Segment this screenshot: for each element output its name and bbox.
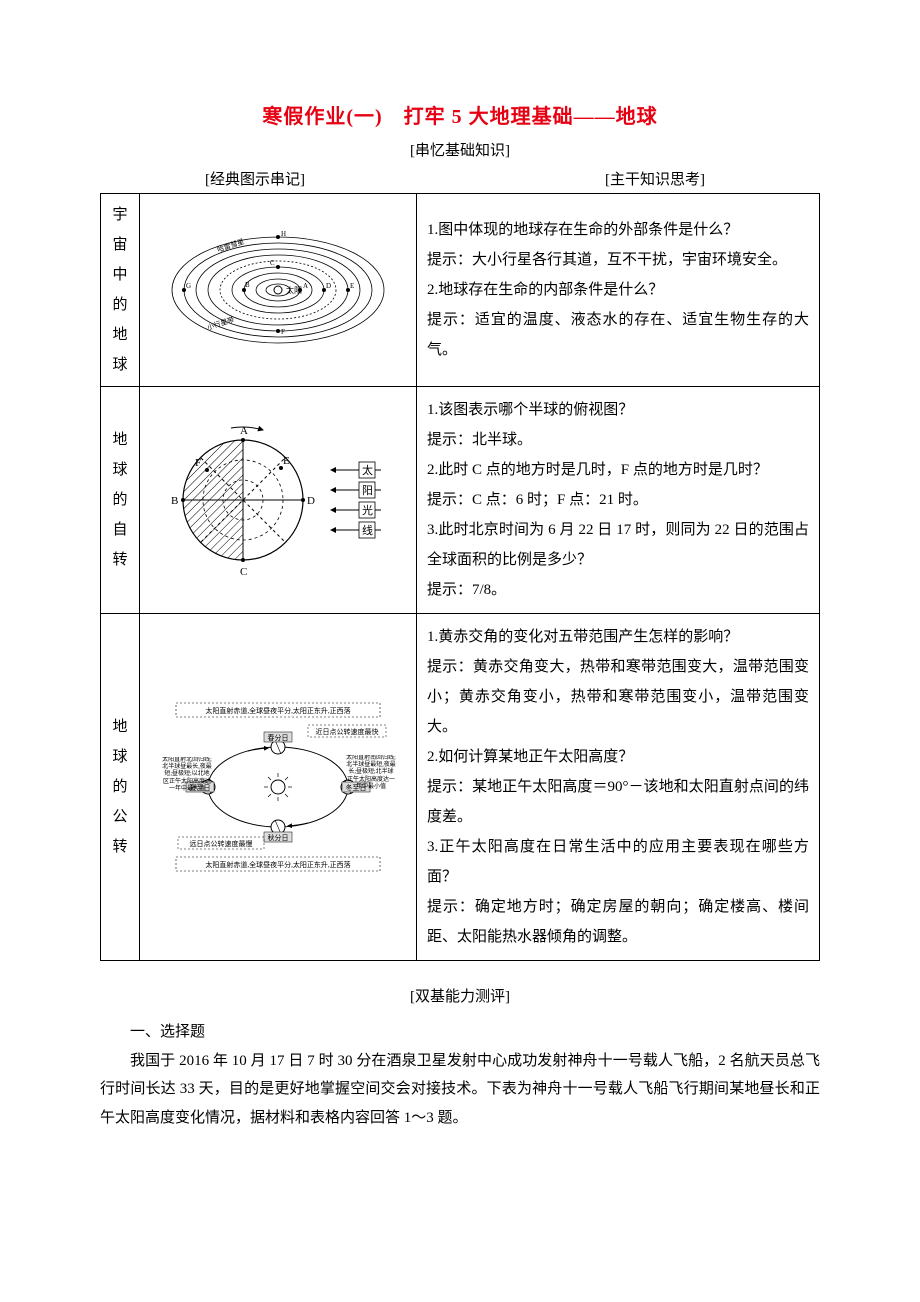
row-head-universe: 宇 宙 中 的 地 球 (101, 194, 140, 387)
svg-text:H: H (281, 230, 286, 238)
svg-text:秋分日: 秋分日 (268, 833, 289, 842)
qa-line: 提示：某地正午太阳高度＝90°－该地和太阳直射点间的纬度差。 (427, 772, 809, 832)
qa-line: 3.正午太阳高度在日常生活中的应用主要表现在哪些方面？ (427, 832, 809, 892)
qa-line: 1.黄赤交角的变化对五带范围产生怎样的影响？ (427, 622, 809, 652)
svg-text:C: C (240, 566, 247, 578)
qa-line: 提示：适宜的温度、液态水的存在、适宜生物生存的大气。 (427, 305, 809, 365)
body-text: 一、选择题 我国于 2016 年 10 月 17 日 7 时 30 分在酒泉卫星… (100, 1018, 820, 1132)
qa-line: 1.图中体现的地球存在生命的外部条件是什么？ (427, 215, 809, 245)
column-headers: [经典图示串记] [主干知识思考] (100, 168, 820, 189)
svg-text:G: G (186, 282, 191, 290)
qa-rotation: 1.该图表示哪个半球的俯视图？ 提示：北半球。 2.此时 C 点的地方时是几时，… (417, 387, 820, 614)
svg-text:远日点公转速度最慢: 远日点公转速度最慢 (190, 839, 253, 848)
svg-text:A: A (303, 282, 308, 290)
qa-line: 提示：C 点：6 时；F 点：21 时。 (427, 485, 809, 515)
figure-rotation: A B C D E F (140, 387, 417, 614)
svg-text:F: F (195, 457, 201, 469)
svg-text:E: E (350, 282, 354, 290)
svg-text:哈雷彗星: 哈雷彗星 (216, 237, 245, 254)
qa-line: 1.该图表示哪个半球的俯视图？ (427, 395, 809, 425)
qa-line: 2.地球存在生命的内部条件是什么？ (427, 275, 809, 305)
qa-line: 2.如何计算某地正午太阳高度？ (427, 742, 809, 772)
svg-text:近日点公转速度最快: 近日点公转速度最快 (316, 727, 379, 736)
table-row: 地 球 的 自 转 (101, 387, 820, 614)
col-right-header: [主干知识思考] (410, 168, 820, 189)
svg-text:春分日: 春分日 (268, 733, 289, 742)
svg-text:太阳直射赤道,全球昼夜平分,太阳正东升,正西落: 太阳直射赤道,全球昼夜平分,太阳正东升,正西落 (205, 706, 350, 715)
qa-line: 提示：确定地方时；确定房屋的朝向；确定楼高、楼间距、太阳能热水器倾角的调整。 (427, 892, 809, 952)
table-row: 宇 宙 中 的 地 球 (101, 194, 820, 387)
section-heading: 一、选择题 (100, 1018, 820, 1047)
figure-solar-system: 太阳 A B C D E F G H 哈雷彗星 小行星带 (140, 194, 417, 387)
svg-text:阳: 阳 (362, 484, 373, 497)
svg-text:C: C (270, 259, 275, 267)
row-head-rotation: 地 球 的 自 转 (101, 387, 140, 614)
qa-line: 3.此时北京时间为 6 月 22 日 17 时，则同为 22 日的范围占全球面积… (427, 515, 809, 575)
svg-text:线: 线 (362, 523, 373, 537)
assessment-label: [双基能力测评] (100, 985, 820, 1006)
passage-text: 我国于 2016 年 10 月 17 日 7 时 30 分在酒泉卫星发射中心成功… (100, 1047, 820, 1133)
qa-line: 提示：大小行星各行其道，互不干扰，宇宙环境安全。 (427, 245, 809, 275)
qa-line: 提示：7/8。 (427, 575, 809, 605)
table-row: 地 球 的 公 转 太阳直射赤道,全球昼夜平分,太阳正东升,正西落 (101, 614, 820, 961)
review-label: [串忆基础知识] (100, 139, 820, 160)
svg-text:F: F (281, 328, 285, 336)
figure-revolution: 太阳直射赤道,全球昼夜平分,太阳正东升,正西落 太阳直射赤道,全球昼夜平分,太阳… (140, 614, 417, 961)
qa-universe: 1.图中体现的地球存在生命的外部条件是什么？ 提示：大小行星各行其道，互不干扰，… (417, 194, 820, 387)
svg-text:E: E (283, 455, 290, 467)
page: 寒假作业(一) 打牢 5 大地理基础——地球 [串忆基础知识] [经典图示串记]… (0, 0, 920, 1192)
col-left-header: [经典图示串记] (100, 168, 410, 189)
content-table: 宇 宙 中 的 地 球 (100, 193, 820, 961)
svg-text:光: 光 (362, 503, 373, 517)
svg-text:小行星带: 小行星带 (206, 315, 235, 332)
svg-text:太阳直射赤道,全球昼夜平分,太阳正东升,正西落: 太阳直射赤道,全球昼夜平分,太阳正东升,正西落 (205, 860, 350, 869)
svg-text:D: D (326, 282, 331, 290)
qa-line: 提示：北半球。 (427, 425, 809, 455)
svg-text:D: D (307, 495, 315, 507)
qa-line: 提示：黄赤交角变大，热带和寒带范围变大，温带范围变小；黄赤交角变小，热带和寒带范… (427, 652, 809, 742)
svg-text:B: B (245, 281, 250, 289)
svg-text:太: 太 (362, 464, 373, 477)
qa-revolution: 1.黄赤交角的变化对五带范围产生怎样的影响？ 提示：黄赤交角变大，热带和寒带范围… (417, 614, 820, 961)
svg-text:B: B (171, 495, 178, 507)
page-title: 寒假作业(一) 打牢 5 大地理基础——地球 (100, 100, 820, 129)
qa-line: 2.此时 C 点的地方时是几时，F 点的地方时是几时？ (427, 455, 809, 485)
row-head-revolution: 地 球 的 公 转 (101, 614, 140, 961)
